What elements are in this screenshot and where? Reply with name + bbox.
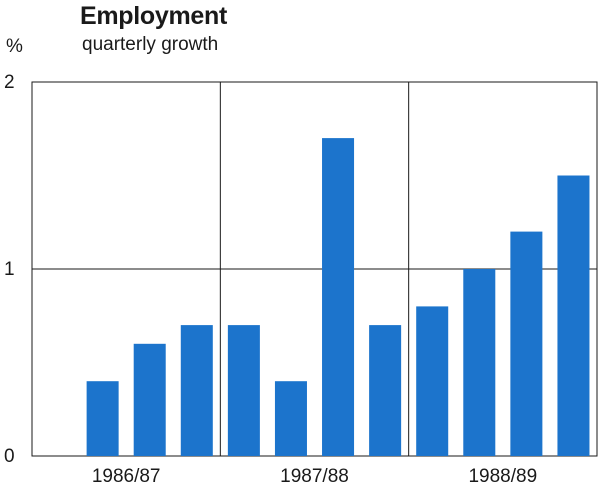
x-group-label-3: 1988/89 [468,466,537,487]
y-tick-label-0: 0 [4,446,15,467]
y-tick-label-2: 2 [4,72,15,93]
bar-11 [510,231,543,456]
y-tick-label-1: 1 [4,259,15,280]
chart-subtitle: quarterly growth [82,34,219,55]
bar-7 [322,138,355,456]
x-group-label-2: 1987/88 [280,466,349,487]
bar-9 [416,306,449,456]
bar-5 [227,325,260,456]
bar-2 [86,381,119,456]
y-axis-unit: % [6,36,23,57]
bar-4 [180,325,213,456]
bar-3 [133,343,166,456]
x-group-label-1: 1986/87 [92,466,161,487]
bar-10 [463,269,496,456]
bar-12 [557,175,590,456]
bar-6 [274,381,307,456]
chart-title: Employment [80,2,228,30]
bar-8 [369,325,402,456]
